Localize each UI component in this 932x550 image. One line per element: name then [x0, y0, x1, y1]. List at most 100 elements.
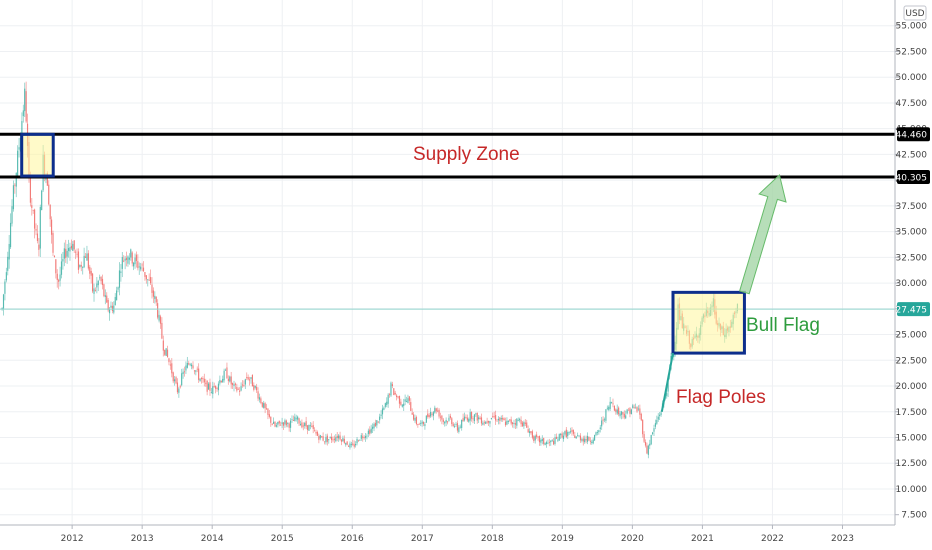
y-tick-label: 10.000: [896, 485, 928, 495]
candle-body: [345, 443, 347, 445]
last-price-tag: [897, 302, 930, 317]
candle-body: [387, 394, 389, 404]
candle-body: [1, 308, 3, 309]
x-tick-label: 2012: [61, 534, 84, 544]
candle-body: [487, 420, 490, 423]
candle-body: [140, 266, 142, 270]
candle-body: [472, 418, 474, 420]
candle-body: [567, 432, 569, 437]
candle-body: [76, 253, 78, 255]
candle-body: [46, 173, 48, 186]
candle-body: [4, 281, 6, 294]
y-tick-label: 20.000: [896, 382, 928, 392]
candle-body: [479, 417, 481, 420]
candle-body: [120, 271, 122, 273]
candle-body: [637, 408, 640, 410]
candle-body: [520, 420, 522, 425]
candle-body: [189, 364, 191, 366]
candle-body: [169, 364, 171, 366]
candle-body: [149, 277, 152, 284]
candle-body: [280, 424, 282, 426]
candle-body: [562, 435, 565, 440]
candle-body: [585, 439, 587, 441]
candle-body: [499, 417, 501, 421]
candle-body: [301, 422, 303, 428]
candle-body: [59, 274, 61, 281]
supply-low-tag-label: 40.305: [896, 174, 928, 184]
supply-high-tag: [897, 127, 930, 142]
x-tick-label: 2015: [271, 534, 294, 544]
candle-body: [439, 416, 442, 418]
candle-body: [526, 422, 528, 428]
y-tick-label: 47.500: [896, 99, 928, 109]
candle-body: [330, 436, 333, 441]
candle-body: [434, 407, 436, 413]
candle-body: [528, 431, 531, 434]
candle-body: [374, 422, 377, 427]
candle-body: [220, 380, 222, 383]
candle-body: [339, 435, 341, 440]
candle-body: [480, 417, 483, 424]
candle-body: [660, 412, 662, 416]
candle-body: [50, 219, 53, 235]
candle-body: [322, 436, 324, 441]
y-tick-label: 12.500: [896, 459, 928, 469]
candle-body: [420, 423, 422, 424]
candle-body: [203, 378, 205, 383]
y-tick-label: 32.500: [896, 253, 928, 263]
bull-flag-label: Bull Flag: [746, 315, 820, 336]
candle-body: [452, 423, 454, 427]
candle-body: [340, 439, 343, 442]
candle-body: [609, 401, 611, 409]
candle-body: [41, 190, 43, 211]
candle-body: [67, 248, 70, 251]
candle-body: [87, 253, 89, 269]
candle-body: [537, 436, 539, 438]
flag-poles-label: Flag Poles: [676, 387, 766, 408]
candle-body: [644, 442, 647, 446]
candle-body: [473, 414, 476, 422]
candles: [1, 81, 739, 459]
candle-body: [371, 426, 374, 429]
candle-body: [148, 279, 150, 281]
candle-body: [486, 421, 488, 423]
candle-body: [431, 413, 433, 415]
candle-body: [198, 368, 200, 380]
candle-body: [545, 442, 548, 445]
candle-body: [496, 420, 498, 422]
candle-body: [53, 255, 56, 258]
candle-body: [315, 431, 317, 434]
x-tick-label: 2013: [131, 534, 154, 544]
candle-body: [551, 440, 553, 442]
candle-body: [468, 419, 470, 422]
candle-body: [514, 423, 517, 425]
currency-badge: [903, 5, 927, 21]
candle-body: [130, 249, 132, 258]
candle-body: [414, 417, 416, 421]
candle-body: [231, 383, 234, 385]
candle-body: [219, 379, 221, 384]
candle-body: [666, 393, 668, 397]
candle-body: [60, 261, 63, 275]
candle-body: [639, 408, 641, 415]
candle-body: [55, 259, 57, 274]
candle-body: [278, 420, 280, 424]
candle-body: [328, 439, 330, 441]
candle-body: [237, 388, 239, 390]
candle-body: [506, 420, 508, 425]
candle-body: [476, 412, 478, 421]
candle-body: [613, 405, 616, 411]
candle-body: [152, 290, 155, 297]
candle-body: [636, 406, 638, 412]
candle-body: [451, 418, 453, 425]
candle-body: [485, 421, 487, 424]
candle-body: [297, 416, 299, 420]
candle-body: [258, 397, 261, 400]
candle-body: [128, 257, 130, 260]
candle-body: [154, 295, 156, 299]
candle-body: [304, 423, 306, 427]
candle-body: [174, 379, 176, 382]
candle-body: [200, 378, 203, 380]
candle-body: [425, 415, 427, 423]
